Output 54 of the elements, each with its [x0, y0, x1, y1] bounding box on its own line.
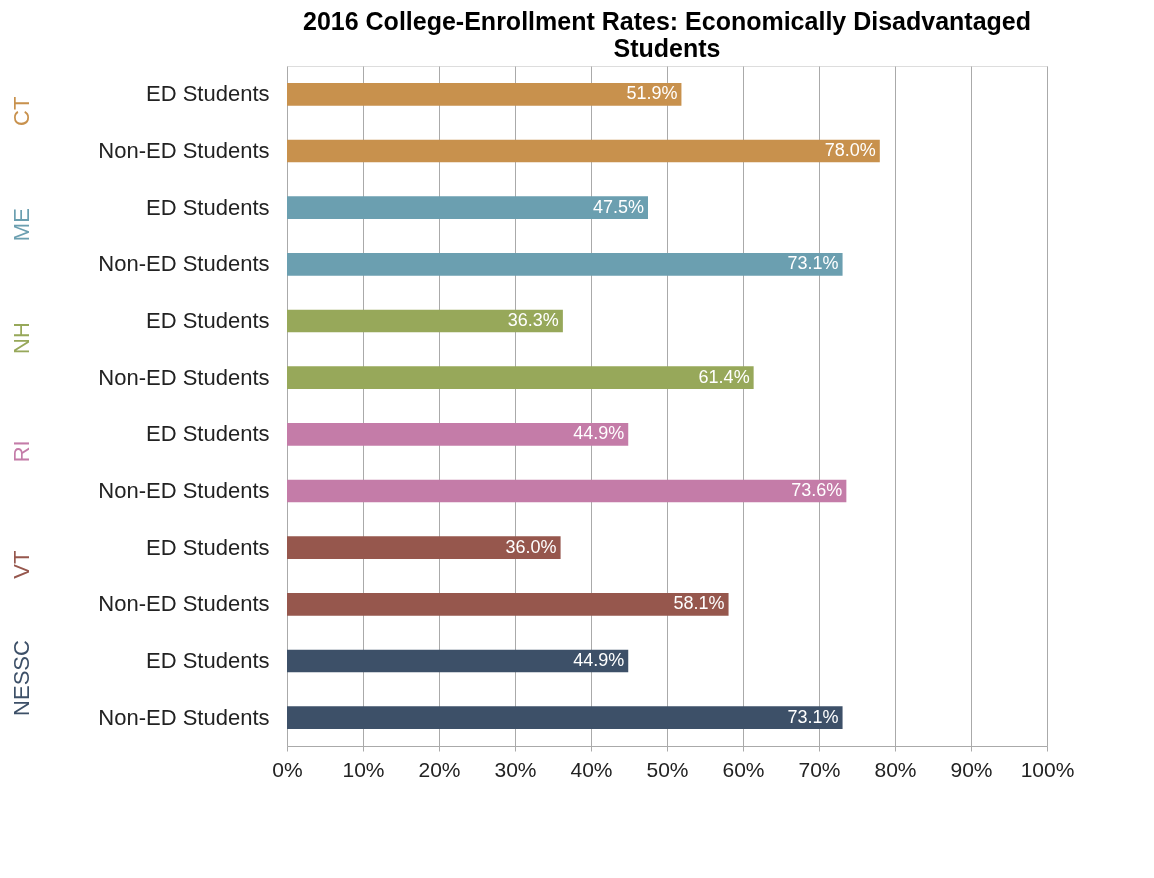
text: NH	[9, 322, 34, 354]
y-tick-label: Non-ED Students	[98, 704, 270, 730]
text: VT	[9, 550, 34, 579]
bar	[287, 309, 563, 333]
y-tick-label: ED Students	[145, 81, 270, 107]
bar	[287, 139, 880, 163]
text: ME	[9, 208, 34, 242]
y-tick-label: Non-ED Students	[98, 138, 270, 163]
bar	[287, 479, 847, 503]
x-tick-label: 10%	[342, 757, 385, 781]
y-tick-label: Non-ED Students	[98, 251, 270, 277]
y-tick-label: ED Students	[145, 534, 270, 560]
data-label: 58.1%	[673, 593, 725, 614]
data-label: 44.9%	[573, 650, 625, 670]
y-tick-label: ED Students	[145, 648, 270, 673]
bar	[287, 536, 561, 559]
bar	[287, 593, 729, 616]
x-tick-label: 90%	[950, 757, 993, 781]
data-label: 47.5%	[592, 196, 644, 217]
bar	[287, 83, 682, 106]
x-tick-label: 40%	[570, 757, 613, 781]
x-tick-label: 20%	[418, 757, 461, 781]
text: CT	[9, 96, 34, 126]
bar	[287, 706, 843, 729]
x-tick-label: 0%	[272, 757, 303, 781]
data-label: 51.9%	[626, 83, 678, 104]
text: RI	[9, 440, 34, 463]
data-label: 73.6%	[791, 480, 843, 500]
y-tick-label: ED Students	[145, 194, 270, 220]
x-tick-label: 100%	[1020, 757, 1075, 781]
y-tick-label: Non-ED Students	[98, 478, 270, 503]
bar	[287, 196, 648, 219]
y-tick-label: Non-ED Students	[98, 591, 270, 617]
bar	[287, 649, 629, 673]
data-label: 61.4%	[698, 366, 750, 387]
bar	[287, 423, 629, 446]
y-tick-label: ED Students	[145, 308, 270, 333]
data-label: 44.9%	[573, 423, 625, 444]
text: NESSC	[9, 639, 34, 716]
data-label: 78.0%	[824, 140, 876, 160]
x-tick-label: 30%	[494, 757, 537, 781]
data-label: 73.1%	[787, 253, 839, 274]
bar	[287, 253, 843, 276]
x-tick-label: 60%	[722, 757, 765, 781]
chart-title: 2016 College-Enrollment Rates: Economically Disadvantaged Students	[302, 7, 1032, 62]
y-tick-label: Non-ED Students	[98, 364, 270, 390]
y-tick-label: ED Students	[145, 421, 270, 447]
data-label: 36.3%	[507, 310, 559, 330]
data-label: 73.1%	[787, 706, 839, 727]
x-tick-label: 80%	[874, 757, 917, 781]
data-label: 36.0%	[505, 536, 557, 557]
x-tick-label: 50%	[646, 757, 689, 781]
x-tick-label: 70%	[798, 757, 841, 781]
bar	[287, 366, 754, 389]
